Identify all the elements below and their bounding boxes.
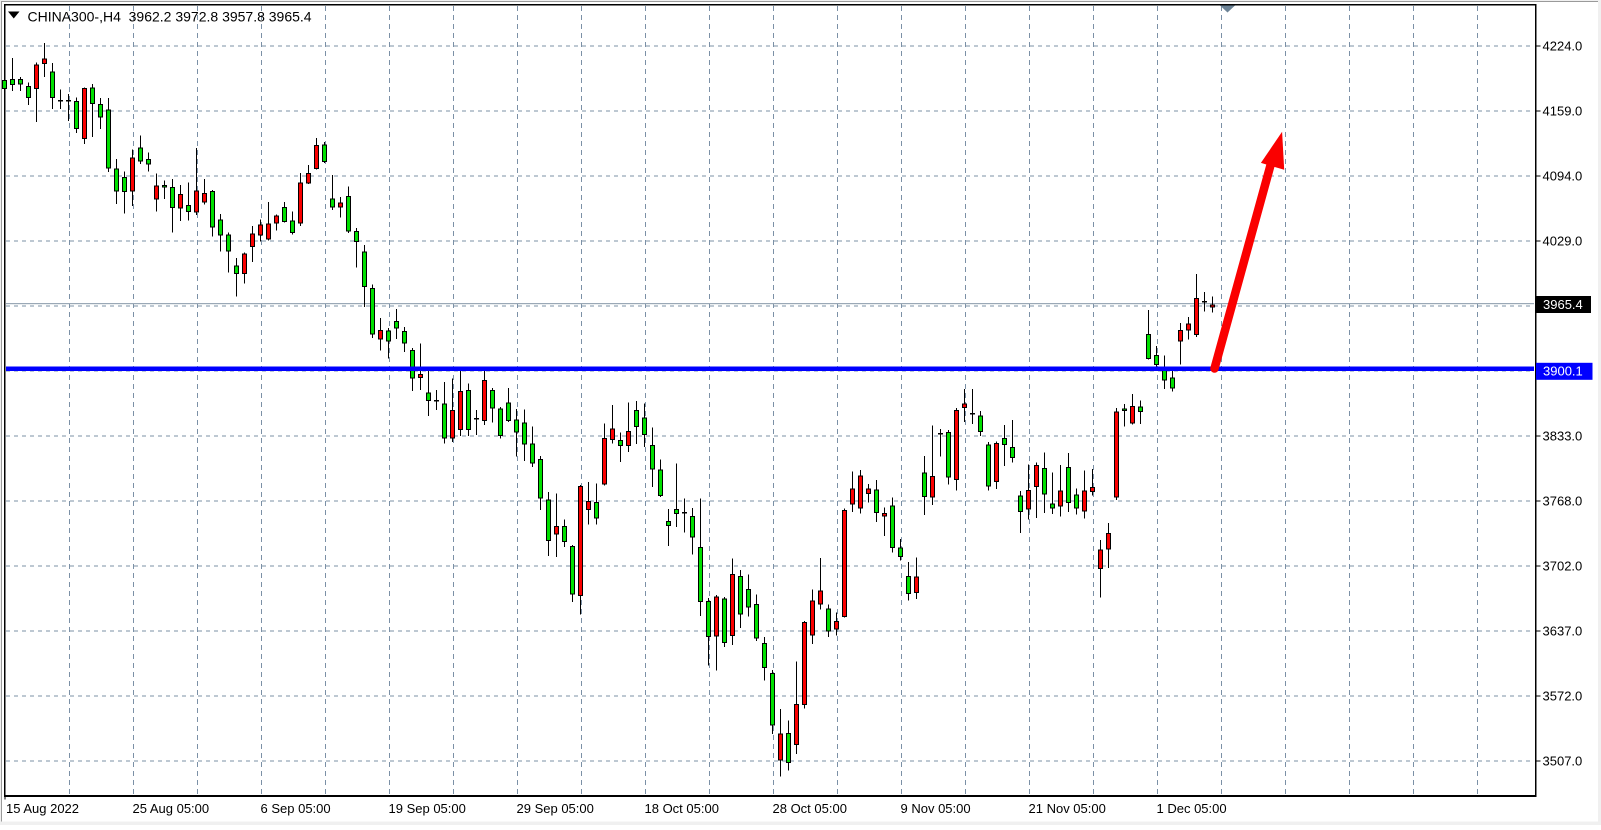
svg-text:19 Sep 05:00: 19 Sep 05:00 <box>389 801 466 816</box>
svg-text:28 Oct 05:00: 28 Oct 05:00 <box>773 801 847 816</box>
svg-text:25 Aug 05:00: 25 Aug 05:00 <box>133 801 210 816</box>
svg-text:6 Sep 05:00: 6 Sep 05:00 <box>261 801 331 816</box>
svg-text:18 Oct 05:00: 18 Oct 05:00 <box>645 801 719 816</box>
svg-text:3900.1: 3900.1 <box>1543 364 1583 379</box>
svg-text:29 Sep 05:00: 29 Sep 05:00 <box>517 801 594 816</box>
svg-text:3637.0: 3637.0 <box>1543 624 1583 639</box>
svg-text:4159.0: 4159.0 <box>1543 104 1583 119</box>
svg-text:15 Aug 2022: 15 Aug 2022 <box>6 801 79 816</box>
svg-text:3768.0: 3768.0 <box>1543 494 1583 509</box>
svg-text:3965.4: 3965.4 <box>1543 297 1583 312</box>
svg-text:4224.0: 4224.0 <box>1543 39 1583 54</box>
svg-text:1 Dec 05:00: 1 Dec 05:00 <box>1157 801 1227 816</box>
svg-text:4094.0: 4094.0 <box>1543 169 1583 184</box>
svg-text:3507.0: 3507.0 <box>1543 754 1583 769</box>
svg-text:3833.0: 3833.0 <box>1543 429 1583 444</box>
svg-text:3702.0: 3702.0 <box>1543 559 1583 574</box>
svg-text:CHINA300-,H4 3962.2 3972.8 39: CHINA300-,H4 3962.2 3972.8 3957.8 3965.4 <box>28 9 312 25</box>
svg-text:4029.0: 4029.0 <box>1543 234 1583 249</box>
svg-text:9 Nov 05:00: 9 Nov 05:00 <box>901 801 971 816</box>
svg-text:21 Nov 05:00: 21 Nov 05:00 <box>1029 801 1106 816</box>
svg-text:3572.0: 3572.0 <box>1543 689 1583 704</box>
